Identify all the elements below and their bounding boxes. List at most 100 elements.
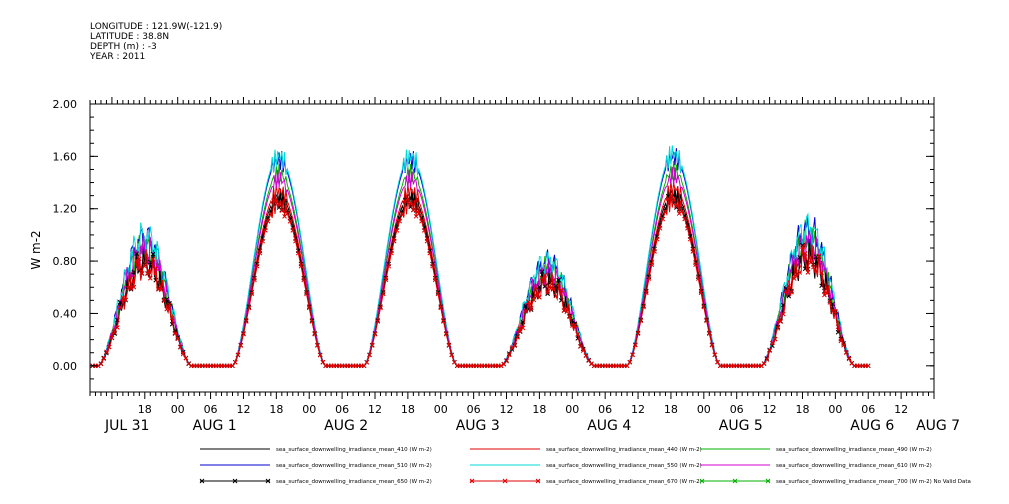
- y-tick-label: 1.60: [53, 150, 78, 163]
- series-marker-6: [167, 300, 172, 306]
- series-line-2: [92, 160, 869, 367]
- series-marker-7: [660, 216, 666, 222]
- legend-marker: [699, 478, 705, 484]
- series-marker-7: [553, 293, 559, 299]
- series-marker-6: [117, 299, 123, 305]
- series-marker-7: [115, 325, 120, 330]
- x-tick-label: 12: [631, 403, 645, 416]
- series-marker-7: [643, 290, 649, 296]
- y-axis-title: W m-2: [29, 230, 43, 269]
- series-marker-7: [865, 363, 871, 369]
- series-marker-7: [408, 200, 413, 206]
- series-marker-7: [520, 325, 526, 331]
- series-marker-7: [106, 344, 112, 350]
- series-marker-7: [243, 319, 249, 324]
- series-marker-7: [109, 335, 115, 341]
- series-marker-7: [128, 285, 134, 291]
- series-marker-7: [397, 218, 403, 224]
- series-marker-7: [410, 207, 416, 213]
- series-marker-7: [249, 291, 255, 297]
- series-marker-7: [657, 225, 663, 231]
- series-marker-7: [446, 343, 452, 348]
- series-marker-7: [158, 287, 164, 293]
- series-marker-7: [789, 289, 794, 295]
- series-marker-7: [624, 363, 630, 369]
- legend-label: sea_surface_downwelling_irradiance_mean_…: [776, 447, 932, 453]
- series-marker-7: [441, 319, 446, 324]
- series-marker-7: [690, 249, 696, 254]
- series-marker-7: [709, 342, 715, 348]
- y-tick-label: 2.00: [53, 98, 78, 111]
- series-marker-7: [813, 268, 819, 273]
- series-marker-6: [553, 283, 559, 289]
- series-marker-7: [284, 211, 290, 217]
- series-marker-7: [827, 300, 833, 305]
- legend-marker: [199, 478, 205, 484]
- series-marker-7: [550, 286, 556, 292]
- series-marker-7: [687, 236, 693, 242]
- series-marker-7: [139, 271, 145, 276]
- series-marker-7: [652, 249, 657, 254]
- legend-label: sea_surface_downwelling_irradiance_mean_…: [276, 479, 432, 485]
- series-marker-7: [761, 361, 767, 366]
- series-marker-7: [578, 344, 583, 349]
- legend-label: sea_surface_downwelling_irradiance_mean_…: [546, 479, 702, 485]
- x-day-label: AUG 3: [456, 418, 500, 434]
- plot-frame: 18 00 06 12 18 00 06 12 18 00 06 12 18 00 06 12 18 00 06 12…: [53, 97, 960, 434]
- series-marker-7: [257, 250, 263, 256]
- series-marker-7: [841, 342, 846, 348]
- x-tick-label: 12: [500, 403, 514, 416]
- series-marker-7: [405, 196, 411, 202]
- series-marker-7: [312, 331, 318, 337]
- series-marker-7: [843, 350, 849, 356]
- series-marker-7: [424, 238, 430, 244]
- x-day-label: AUG 1: [193, 418, 237, 434]
- series-marker-7: [375, 319, 381, 324]
- series-marker-7: [394, 228, 400, 233]
- series-marker-6: [164, 296, 170, 302]
- series-marker-7: [800, 244, 805, 249]
- series-marker-7: [112, 330, 118, 335]
- series-marker-7: [641, 304, 646, 310]
- series-marker-7: [95, 363, 101, 369]
- series-marker-7: [832, 308, 838, 314]
- series-marker-6: [134, 251, 139, 256]
- series-marker-7: [638, 318, 644, 324]
- series-marker-7: [780, 311, 786, 317]
- series-marker-7: [523, 308, 529, 314]
- series-marker-7: [169, 315, 175, 321]
- series-marker-7: [252, 277, 257, 283]
- y-tick-label: 0.40: [53, 307, 78, 320]
- series-marker-7: [230, 363, 235, 369]
- x-tick-label: 18: [138, 403, 152, 416]
- series-marker-7: [704, 318, 709, 324]
- series-marker-7: [183, 355, 189, 361]
- series-marker-7: [449, 352, 455, 358]
- series-marker-7: [276, 201, 282, 207]
- series-marker-7: [693, 262, 698, 267]
- series-marker-6: [537, 284, 542, 290]
- series-marker-7: [435, 291, 441, 297]
- series-marker-7: [545, 289, 550, 295]
- series-marker-7: [386, 263, 392, 269]
- series-marker-7: [153, 266, 159, 271]
- x-tick-label: 18: [664, 403, 678, 416]
- series-marker-7: [378, 305, 383, 311]
- x-tick-label: 18: [401, 403, 415, 416]
- series-marker-7: [783, 288, 789, 294]
- series-marker-7: [824, 290, 830, 296]
- series-marker-7: [822, 292, 827, 298]
- series-line-3: [92, 148, 869, 367]
- x-tick-label: 06: [598, 403, 612, 416]
- series-marker-6: [150, 251, 156, 257]
- series-marker-7: [772, 336, 778, 342]
- series-marker-7: [583, 353, 589, 359]
- series-marker-7: [175, 336, 181, 342]
- x-tick-label: 06: [861, 403, 875, 416]
- legend-label: sea_surface_downwelling_irradiance_mean_…: [776, 463, 932, 469]
- series-marker-7: [786, 283, 792, 289]
- series-marker-7: [556, 281, 561, 287]
- series-marker-7: [769, 340, 775, 346]
- series-marker-7: [682, 216, 687, 222]
- legend-label: sea_surface_downwelling_irradiance_mean_…: [546, 463, 702, 469]
